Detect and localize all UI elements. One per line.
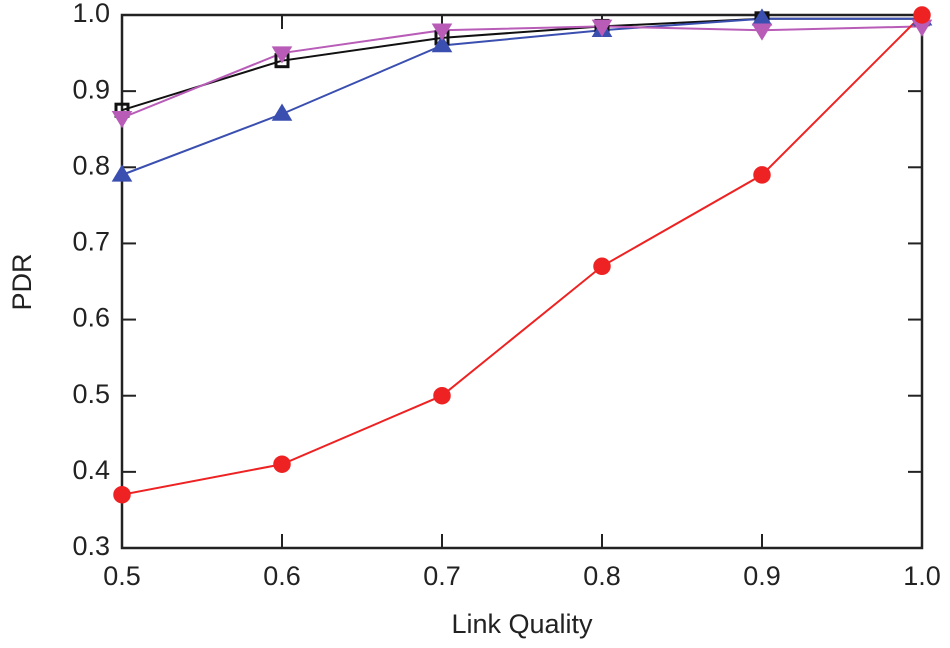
series-line (121, 25, 923, 119)
point (913, 6, 931, 24)
y-tick-label: 0.5 (72, 379, 110, 409)
point (431, 23, 453, 41)
y-tick-label: 0.6 (72, 303, 110, 333)
series-line (121, 17, 922, 176)
point (431, 34, 453, 53)
series-line (121, 17, 922, 112)
point (271, 103, 293, 121)
x-tick-label: 0.9 (743, 561, 781, 591)
point (273, 455, 291, 473)
x-tick-label: 0.7 (423, 561, 461, 591)
y-axis-label: PDR (7, 253, 37, 310)
point (593, 257, 611, 276)
point (751, 23, 773, 41)
series-line (121, 14, 923, 496)
y-tick-label: 0.7 (72, 227, 110, 257)
x-tick-label: 0.5 (103, 561, 141, 591)
y-tick-label: 1.0 (72, 0, 110, 28)
y-tick-label: 0.8 (72, 150, 110, 180)
point (113, 485, 131, 504)
plot-frame (120, 13, 924, 550)
point (111, 111, 133, 129)
x-tick-label: 0.8 (583, 561, 621, 591)
x-axis-label: Link Quality (451, 609, 593, 639)
point (591, 19, 613, 37)
y-tick-label: 0.3 (72, 531, 110, 561)
x-tick-label: 0.6 (263, 561, 301, 591)
point (271, 46, 293, 64)
y-tick-label: 0.9 (72, 74, 110, 104)
point (111, 164, 133, 182)
point (433, 386, 451, 405)
point (753, 166, 771, 184)
y-tick-label: 0.4 (72, 455, 110, 485)
x-tick-label: 1.0 (903, 561, 941, 591)
